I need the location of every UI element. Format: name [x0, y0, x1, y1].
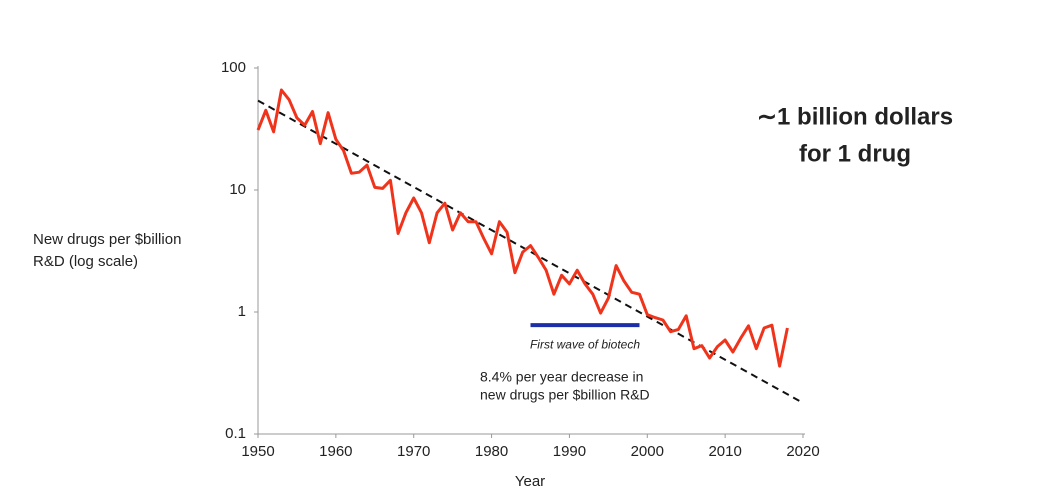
- x-tick-label: 2020: [786, 443, 819, 460]
- y-axis-label: R&D (log scale): [33, 253, 138, 270]
- data-line: [256, 88, 789, 368]
- y-axis-label: New drugs per $billion: [33, 231, 181, 248]
- biotech-label: First wave of biotech: [530, 337, 640, 351]
- y-tick-label: 1: [238, 303, 246, 320]
- y-tick-label: 0.1: [225, 425, 246, 442]
- x-tick-label: 1960: [319, 443, 352, 460]
- x-tick-label: 1950: [241, 443, 274, 460]
- y-tick-label: 10: [229, 181, 246, 198]
- headline: ∼1 billion dollars: [757, 103, 953, 130]
- x-axis-label: Year: [515, 473, 545, 490]
- x-tick-label: 1980: [475, 443, 508, 460]
- trend-note: 8.4% per year decrease in: [480, 369, 643, 385]
- x-tick-label: 2000: [631, 443, 664, 460]
- y-tick-label: 100: [221, 59, 246, 76]
- x-tick-label: 1970: [397, 443, 430, 460]
- x-tick-label: 1990: [553, 443, 586, 460]
- headline: for 1 drug: [799, 140, 911, 167]
- trend-note: new drugs per $billion R&D: [480, 387, 650, 403]
- x-tick-label: 2010: [708, 443, 741, 460]
